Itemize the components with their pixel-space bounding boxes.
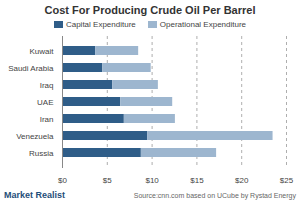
svg-text:$20: $20 [235, 176, 249, 185]
html-text:Cost For Producing Crude Oil P: Cost For Producing Crude Oil Per Barrel [44, 4, 256, 16]
html-text:Market Realist: Market Realist [4, 190, 65, 200]
svg-text:Kuwait: Kuwait [29, 47, 54, 56]
svg-text:$10: $10 [145, 176, 159, 185]
svg-text:Iran: Iran [40, 115, 54, 124]
html-text:Capital Expenditure: Capital Expenditure [65, 19, 136, 29]
html-text:Source:cnn.com based on UCube: Source:cnn.com based on UCube by Rystad … [133, 191, 296, 199]
svg-text:Venezuela: Venezuela [16, 132, 54, 141]
svg-text:Iraq: Iraq [40, 81, 54, 90]
svg-text:Saudi Arabia: Saudi Arabia [8, 64, 54, 73]
svg-text:$15: $15 [190, 176, 204, 185]
svg-text:UAE: UAE [37, 98, 53, 107]
svg-text:$0: $0 [58, 176, 67, 185]
svg-text:$25: $25 [280, 176, 294, 185]
html-text:Operational Expenditure: Operational Expenditure [159, 19, 246, 29]
svg-text:$5: $5 [103, 176, 112, 185]
svg-text:Russia: Russia [29, 149, 54, 158]
